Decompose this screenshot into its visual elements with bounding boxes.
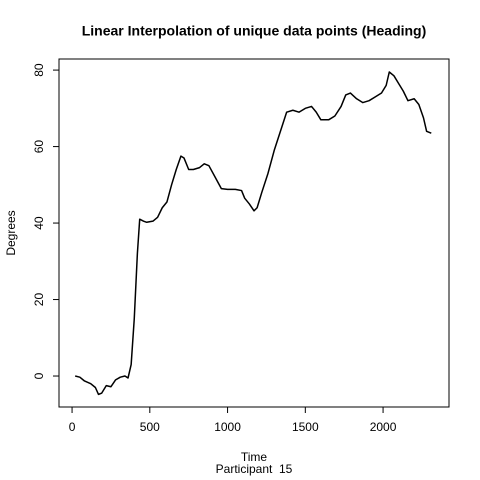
chart-title: Linear Interpolation of unique data poin… <box>82 23 427 39</box>
subtitle: Participant 15 <box>216 462 293 476</box>
y-tick-label: 80 <box>32 63 46 77</box>
x-tick-label: 1500 <box>292 420 319 434</box>
y-tick-label: 20 <box>32 293 46 307</box>
y-tick-label: 0 <box>32 372 46 379</box>
x-tick-label: 500 <box>140 420 160 434</box>
x-tick-label: 0 <box>69 420 76 434</box>
y-tick-label: 60 <box>32 140 46 154</box>
x-tick-label: 2000 <box>370 420 397 434</box>
plot-frame <box>58 58 450 408</box>
y-tick-label: 40 <box>32 216 46 230</box>
x-tick-label: 1000 <box>214 420 241 434</box>
y-axis-label: Degrees <box>4 210 18 255</box>
data-line <box>74 71 432 396</box>
x-axis-label: Time <box>241 450 268 464</box>
